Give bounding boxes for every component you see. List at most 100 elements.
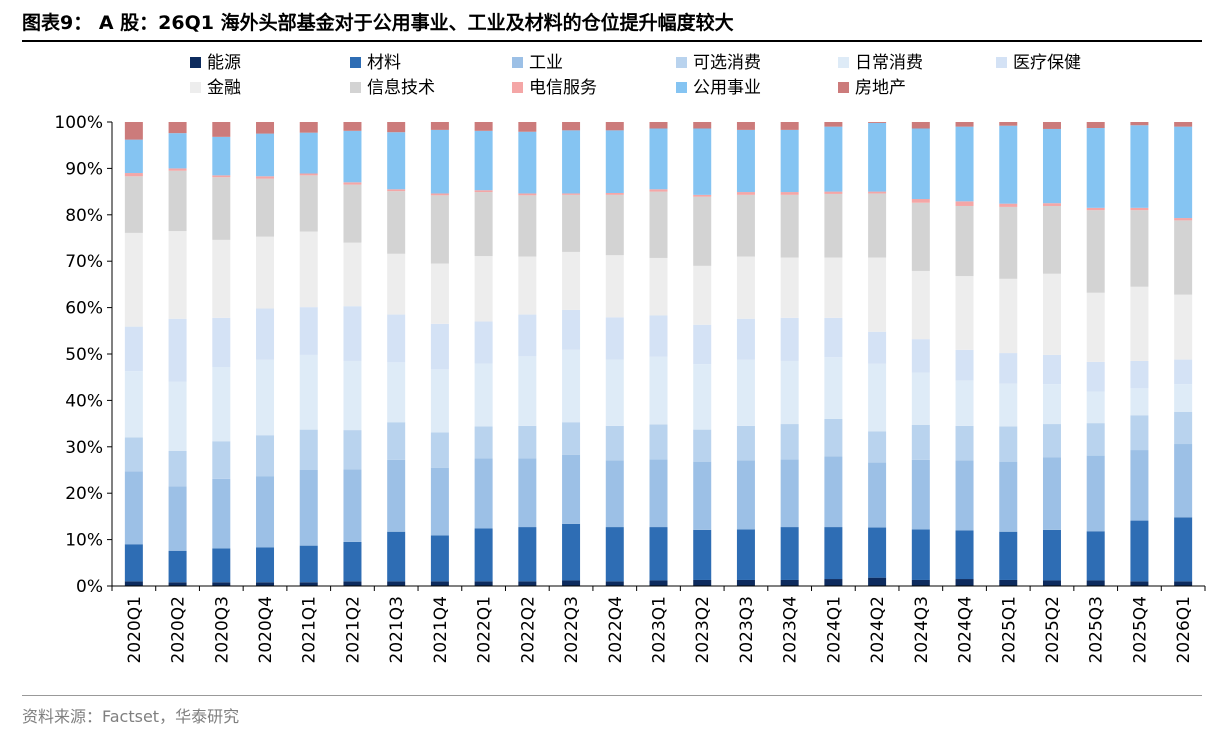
bar-segment [518, 195, 537, 257]
bar-segment [299, 307, 318, 355]
bar-segment [343, 541, 362, 582]
bar-segment [1130, 360, 1149, 389]
bar-segment [299, 582, 318, 586]
bar-segment [299, 354, 318, 430]
x-tick-label: 2022Q3 [562, 596, 582, 663]
bar-segment [1042, 354, 1061, 385]
bar-segment [474, 192, 493, 257]
x-tick-label: 2024Q1 [824, 596, 844, 663]
bar-segment [387, 459, 406, 532]
x-tick-label: 2022Q2 [518, 596, 538, 663]
bar-segment [1086, 580, 1105, 586]
bar-segment [780, 317, 799, 361]
bar-segment [780, 527, 799, 580]
bar-segment [736, 318, 755, 360]
bar-segment [387, 132, 406, 190]
x-tick-label: 2020Q1 [125, 596, 145, 663]
bar-segment [518, 193, 537, 196]
bar-segment [780, 360, 799, 425]
figure-title: 图表9： A 股：26Q1 海外头部基金对于公用事业、工业及材料的仓位提升幅度较… [22, 12, 734, 34]
bar-segment [911, 372, 930, 425]
bar-segment [605, 460, 624, 528]
bar-segment [955, 126, 974, 202]
bar-segment [212, 441, 231, 479]
bar-segment [387, 191, 406, 254]
bar-segment [999, 206, 1018, 279]
bar-segment [1174, 412, 1193, 445]
bar-segment [1086, 207, 1105, 211]
legend-label: 医疗保健 [1013, 53, 1081, 73]
bar-segment [299, 175, 318, 232]
bar-segment [868, 331, 887, 364]
bar-segment [868, 462, 887, 528]
x-tick-label: 2025Q3 [1087, 596, 1107, 663]
bar-segment [824, 579, 843, 586]
x-tick-label: 2021Q1 [300, 596, 320, 663]
x-tick-label: 2021Q3 [387, 596, 407, 663]
bar-segment [212, 317, 231, 367]
x-tick-label: 2023Q2 [693, 596, 713, 663]
bar-segment [868, 122, 887, 123]
legend-label: 能源 [207, 53, 241, 73]
bar-segment [343, 184, 362, 243]
bar-segment [1174, 444, 1193, 518]
bar-segment [649, 189, 668, 192]
bar-segment [518, 256, 537, 315]
bar-segment [518, 122, 537, 132]
bar-segment [430, 122, 449, 130]
legend-swatch [838, 57, 849, 68]
bar-segment [999, 579, 1018, 586]
x-tick-label: 2020Q3 [212, 596, 232, 663]
bar-segment [168, 486, 187, 551]
bar-segment [868, 122, 887, 192]
bar-segment [605, 425, 624, 461]
bar-segment [474, 528, 493, 582]
bar-segment [1174, 220, 1193, 295]
bar-segment [1042, 529, 1061, 581]
legend-label: 信息技术 [367, 78, 435, 98]
bar-segment [649, 424, 668, 460]
bar-segment [430, 467, 449, 536]
bar-segment [605, 192, 624, 195]
bar-segment [562, 194, 581, 252]
bar-segment [868, 191, 887, 194]
bar-segment [1086, 455, 1105, 532]
legend-swatch [676, 82, 687, 93]
bar-segment [1174, 294, 1193, 360]
bar-segment [999, 203, 1018, 207]
bar-segment [693, 579, 712, 586]
bar-segment [955, 122, 974, 127]
bar-segment [780, 257, 799, 318]
bar-segment [736, 129, 755, 193]
bar-segment [124, 122, 143, 140]
bar-segment [212, 177, 231, 240]
y-tick-label: 70% [65, 252, 103, 272]
bar-segment [387, 581, 406, 586]
bar-segment [256, 178, 275, 237]
bar-segment [168, 168, 187, 171]
bar-segment [649, 459, 668, 528]
bar-segment [999, 426, 1018, 462]
bar-segment [474, 458, 493, 529]
x-tick-label: 2025Q2 [1043, 596, 1063, 663]
bar-segment [955, 425, 974, 461]
bar-segment [824, 126, 843, 192]
bar-segment [212, 122, 231, 137]
bar-segment [124, 437, 143, 472]
x-tick-label: 2020Q4 [256, 596, 276, 663]
bar-segment [256, 308, 275, 360]
bar-segment [649, 356, 668, 425]
bar-segment [212, 478, 231, 549]
legend-swatch [996, 57, 1007, 68]
legend-label: 电信服务 [529, 78, 597, 98]
bar-segment [1042, 424, 1061, 458]
bar-segment [518, 356, 537, 426]
bar-segment [1130, 207, 1149, 211]
bar-segment [168, 381, 187, 451]
bar-segment [518, 314, 537, 357]
bar-segment [562, 454, 581, 524]
bar-segment [999, 122, 1018, 126]
bar-segment [955, 380, 974, 426]
bar-segment [212, 366, 231, 442]
bar-segment [824, 418, 843, 457]
